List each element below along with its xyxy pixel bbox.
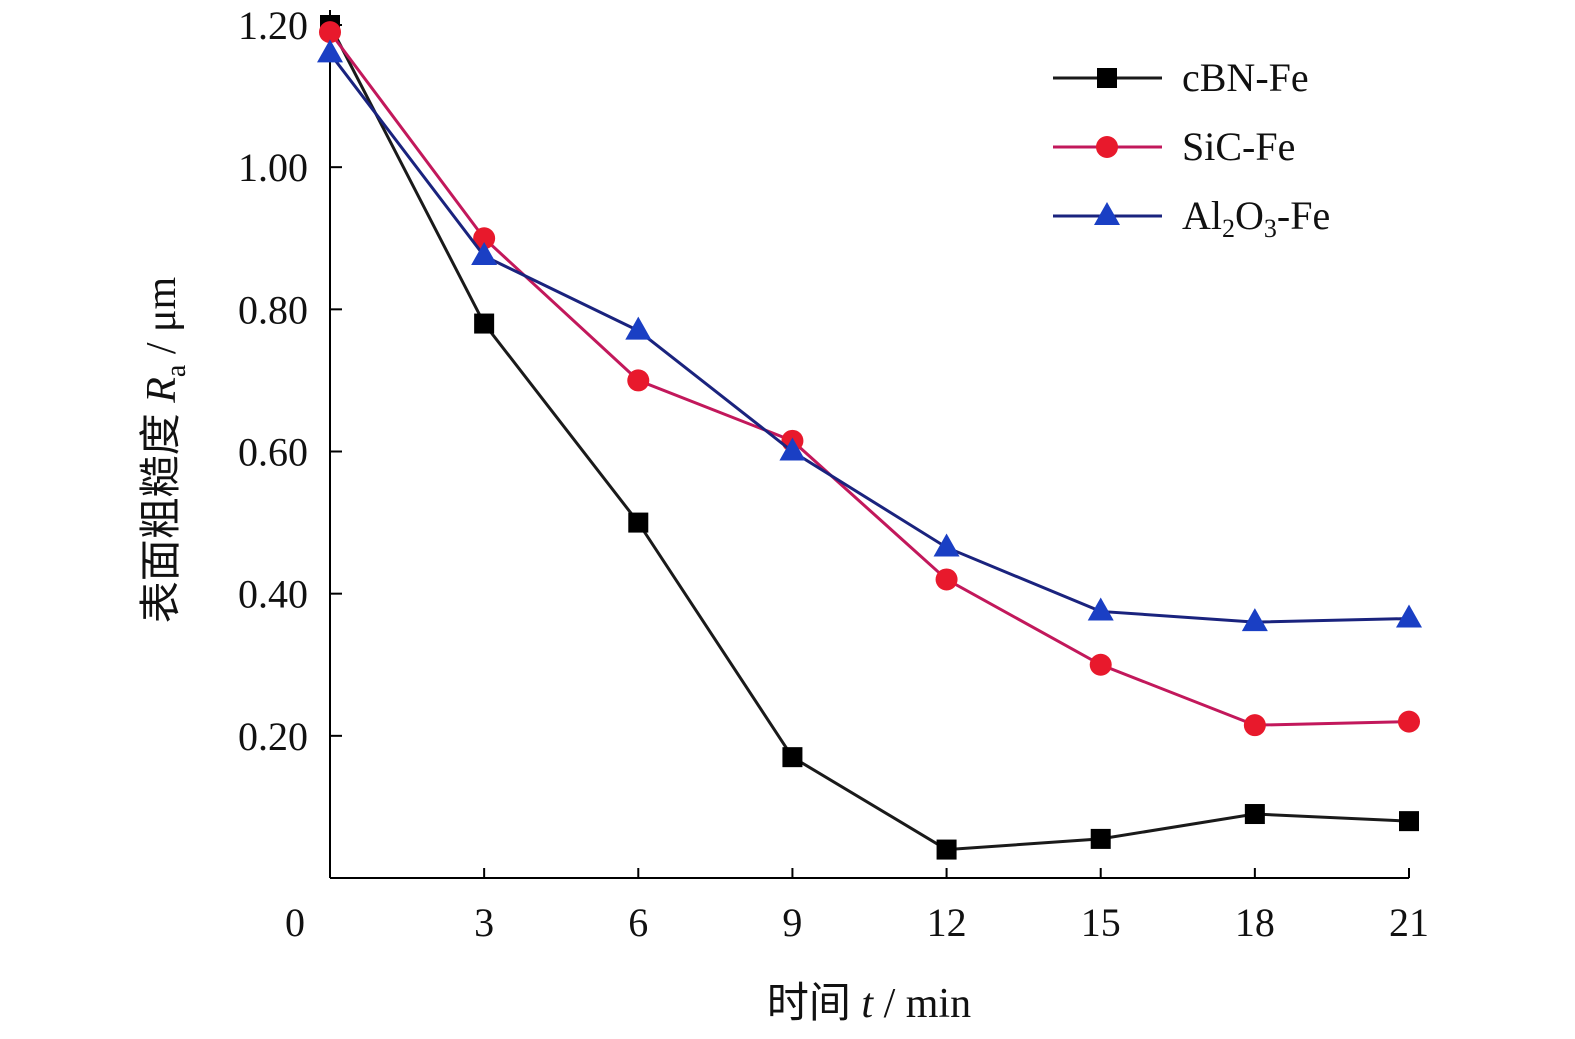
data-point-sic-fe xyxy=(319,21,341,44)
series-al2o3-fe xyxy=(317,39,1422,632)
legend-marker-square xyxy=(1097,68,1117,88)
data-point-cbn-fe xyxy=(474,313,495,334)
data-point-sic-fe xyxy=(1243,714,1266,737)
y-tick-label: 0.40 xyxy=(238,572,308,617)
x-tick-label: 3 xyxy=(474,900,494,945)
x-tick-label: 0 xyxy=(285,900,305,945)
data-point-al2o3-fe xyxy=(1087,597,1114,621)
x-tick-label: 21 xyxy=(1389,900,1429,945)
data-point-sic-fe xyxy=(935,568,958,591)
y-tick-label: 0.20 xyxy=(238,714,308,759)
y-tick-label: 1.20 xyxy=(238,3,308,48)
data-point-cbn-fe xyxy=(1090,828,1111,849)
legend-marker-circle xyxy=(1096,136,1118,158)
x-tick-label: 9 xyxy=(782,900,802,945)
data-point-cbn-fe xyxy=(782,747,803,768)
x-tick-label: 12 xyxy=(927,900,967,945)
data-point-al2o3-fe xyxy=(317,39,343,63)
y-axis-label: 表面粗糙度 Ra / μm xyxy=(139,276,192,623)
legend-label-al2o3-fe: Al2O3-Fe xyxy=(1182,193,1330,243)
data-point-al2o3-fe xyxy=(779,437,806,461)
y-tick-label: 0.60 xyxy=(238,430,308,475)
data-point-cbn-fe xyxy=(1244,804,1265,825)
y-tick-label: 1.00 xyxy=(238,145,308,190)
legend: cBN-Fe SiC-Fe Al2O3-Fe xyxy=(1053,55,1330,243)
legend-label-sic-fe: SiC-Fe xyxy=(1182,124,1295,169)
data-point-al2o3-fe xyxy=(933,533,960,557)
legend-item-al2o3-fe: Al2O3-Fe xyxy=(1053,193,1330,243)
x-axis-label: 时间 t / min xyxy=(767,981,971,1027)
data-point-cbn-fe xyxy=(628,512,649,533)
data-point-sic-fe xyxy=(627,369,650,392)
data-point-sic-fe xyxy=(1089,653,1112,676)
data-point-al2o3-fe xyxy=(471,242,498,266)
series-sic-fe xyxy=(319,21,1420,737)
series-line-cbn-fe xyxy=(328,24,1410,852)
series-line-sic-fe xyxy=(328,31,1410,727)
x-tick-label: 6 xyxy=(628,900,648,945)
x-tick-label: 18 xyxy=(1235,900,1275,945)
x-tick-label: 15 xyxy=(1081,900,1121,945)
data-point-cbn-fe xyxy=(1399,811,1419,832)
legend-item-sic-fe: SiC-Fe xyxy=(1053,124,1295,169)
data-point-sic-fe xyxy=(1398,710,1420,733)
data-point-sic-fe xyxy=(473,227,496,250)
data-point-al2o3-fe xyxy=(1241,608,1268,632)
legend-marker-triangle xyxy=(1094,202,1120,225)
y-tick-label: 0.80 xyxy=(238,287,308,332)
data-point-al2o3-fe xyxy=(1396,604,1422,628)
y-ticks: 0.20 0.40 0.60 0.80 1.00 1.20 xyxy=(238,3,342,759)
plot-area xyxy=(317,15,1422,860)
x-ticks: 0 3 6 9 12 15 18 21 xyxy=(285,868,1429,945)
legend-label-cbn-fe: cBN-Fe xyxy=(1182,55,1309,100)
data-point-cbn-fe xyxy=(936,839,957,860)
axes xyxy=(329,10,1409,879)
legend-item-cbn-fe: cBN-Fe xyxy=(1053,55,1309,100)
data-point-al2o3-fe xyxy=(625,316,652,340)
series-line-al2o3-fe xyxy=(328,52,1410,624)
